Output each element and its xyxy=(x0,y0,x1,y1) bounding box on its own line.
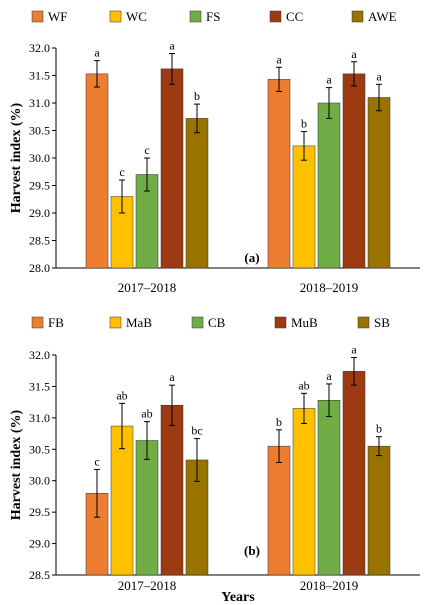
legend-entry: CC xyxy=(286,9,303,24)
legend-swatch-AWE xyxy=(351,10,364,23)
significance-letter: ab xyxy=(298,378,309,392)
bar-WC-1 xyxy=(292,145,316,269)
legend-swatch-CB xyxy=(191,316,204,329)
bar-MuB-1 xyxy=(342,371,366,576)
significance-letter: b xyxy=(376,422,382,436)
panel-label: (a) xyxy=(244,250,259,265)
legend-entry: WC xyxy=(126,9,147,24)
y-tick-label: 30.0 xyxy=(29,151,50,165)
bar-FB-1 xyxy=(267,445,291,576)
legend-swatch-FB xyxy=(31,316,44,329)
bar-SB-1 xyxy=(367,445,391,576)
bar-MaB-1 xyxy=(292,408,316,576)
y-tick-label: 31.5 xyxy=(29,69,50,83)
significance-letter: bc xyxy=(191,424,202,438)
significance-letter: c xyxy=(144,143,149,157)
y-tick-label: 29.5 xyxy=(29,505,50,519)
bar-CC-1 xyxy=(342,73,366,269)
y-tick-label: 31.0 xyxy=(29,411,50,425)
significance-letter: a xyxy=(351,47,357,61)
legend-swatch-WF xyxy=(31,10,44,23)
x-category-label: 2018–2019 xyxy=(300,578,359,593)
x-category-label: 2018–2019 xyxy=(300,280,359,295)
bar-CC-0 xyxy=(160,68,184,269)
legend-entry: CB xyxy=(208,315,226,330)
bar-AWE-0 xyxy=(185,118,209,269)
significance-letter: a xyxy=(276,52,282,66)
significance-letter: a xyxy=(169,39,175,53)
significance-letter: ab xyxy=(116,388,127,402)
legend-swatch-MaB xyxy=(109,316,122,329)
bar-WF-1 xyxy=(267,79,291,269)
significance-letter: b xyxy=(276,415,282,429)
y-tick-label: 29.0 xyxy=(29,206,50,220)
bar-CB-0 xyxy=(135,440,159,576)
significance-letter: b xyxy=(301,117,307,131)
significance-letter: ab xyxy=(141,407,152,421)
legend-entry: MuB xyxy=(291,315,318,330)
y-tick-label: 29.5 xyxy=(29,179,50,193)
y-tick-label: 30.5 xyxy=(29,442,50,456)
legend-entry: MaB xyxy=(126,315,152,330)
significance-letter: a xyxy=(94,46,100,60)
bar-AWE-1 xyxy=(367,97,391,269)
significance-letter: a xyxy=(351,343,357,357)
x-axis-label: Years xyxy=(221,590,255,605)
y-tick-label: 30.5 xyxy=(29,124,50,138)
y-tick-label: 32.0 xyxy=(29,348,50,362)
y-tick-label: 28.0 xyxy=(29,261,50,275)
bar-WF-0 xyxy=(85,73,109,269)
legend-entry: FB xyxy=(48,315,64,330)
significance-letter: a xyxy=(326,369,332,383)
significance-letter: a xyxy=(169,370,175,384)
panel-label: (b) xyxy=(244,543,260,558)
x-category-label: 2017–2018 xyxy=(118,578,177,593)
legend-entry: SB xyxy=(374,315,390,330)
bar-FS-1 xyxy=(317,102,341,269)
legend-entry: AWE xyxy=(368,9,397,24)
x-category-label: 2017–2018 xyxy=(118,280,177,295)
legend-entry: FS xyxy=(206,9,220,24)
legend-entry: WF xyxy=(48,9,68,24)
legend-swatch-SB xyxy=(357,316,370,329)
significance-letter: a xyxy=(376,69,382,83)
legend-swatch-WC xyxy=(109,10,122,23)
significance-letter: b xyxy=(194,89,200,103)
y-axis-label: Harvest index (%) xyxy=(9,102,24,213)
legend-swatch-FS xyxy=(189,10,202,23)
bar-MuB-0 xyxy=(160,405,184,576)
y-tick-label: 32.0 xyxy=(29,41,50,55)
significance-letter: a xyxy=(326,73,332,87)
y-tick-label: 29.0 xyxy=(29,537,50,551)
y-tick-label: 30.0 xyxy=(29,474,50,488)
y-tick-label: 28.5 xyxy=(29,234,50,248)
y-tick-label: 31.0 xyxy=(29,96,50,110)
significance-letter: c xyxy=(94,454,99,468)
y-axis-label: Harvest index (%) xyxy=(9,409,24,520)
significance-letter: c xyxy=(119,165,124,179)
legend-swatch-MuB xyxy=(274,316,287,329)
bar-CB-1 xyxy=(317,400,341,576)
y-tick-label: 28.5 xyxy=(29,568,50,582)
y-tick-label: 31.5 xyxy=(29,379,50,393)
legend-swatch-CC xyxy=(269,10,282,23)
